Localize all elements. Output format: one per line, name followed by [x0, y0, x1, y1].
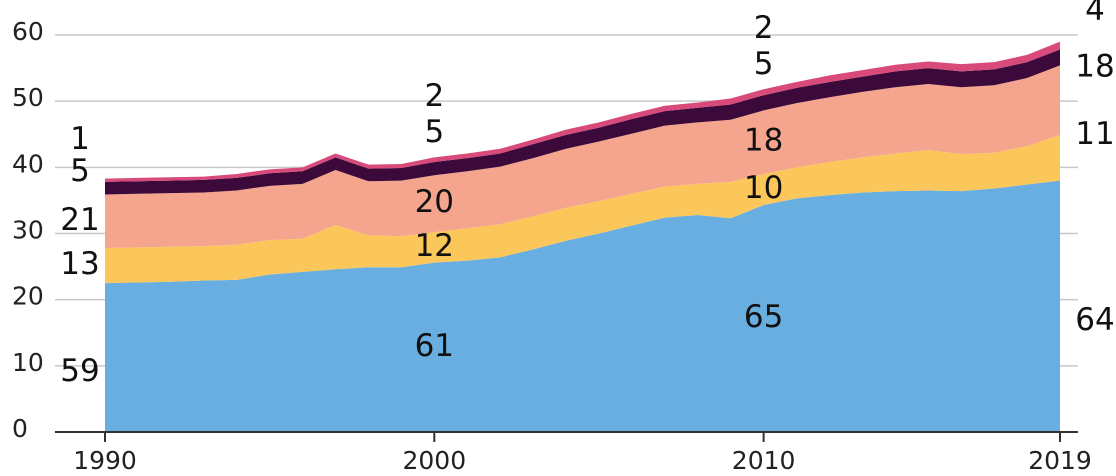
share-label: 20: [415, 184, 454, 220]
share-label: 1: [70, 121, 90, 157]
share-label: 11: [1075, 116, 1114, 152]
area: [105, 180, 1060, 432]
y-tick-label: 40: [12, 149, 44, 178]
x-tick-label: 2010: [732, 446, 796, 475]
share-label: 64: [1075, 302, 1114, 338]
area: [105, 49, 1060, 195]
share-label: 2: [424, 78, 444, 114]
share-label: 61: [415, 328, 454, 364]
area: [105, 134, 1060, 284]
share-label: 2: [754, 10, 774, 46]
share-label: 13: [60, 246, 99, 282]
y-tick-label: 10: [12, 348, 44, 377]
share-label: 18: [744, 123, 783, 159]
y-tick-label: 0: [12, 414, 28, 443]
share-label: 2: [1085, 0, 1105, 6]
share-label: 21: [60, 202, 99, 238]
x-tick-label: 2000: [402, 446, 466, 475]
y-tick-label: 30: [12, 216, 44, 245]
share-label: 5: [424, 114, 444, 150]
y-tick-label: 50: [12, 83, 44, 112]
y-tick-label: 60: [12, 17, 44, 46]
area: [105, 65, 1060, 249]
share-label: 18: [1075, 49, 1114, 85]
share-label: 4: [1085, 0, 1105, 28]
share-label: 10: [744, 170, 783, 206]
y-tick-label: 20: [12, 282, 44, 311]
share-label: 5: [754, 46, 774, 82]
share-label: 12: [415, 228, 454, 264]
x-tick-label: 2019: [1028, 446, 1092, 475]
share-label: 59: [60, 353, 99, 389]
share-label: 65: [744, 299, 783, 335]
x-tick-label: 1990: [73, 446, 137, 475]
share-label: 5: [70, 153, 90, 189]
